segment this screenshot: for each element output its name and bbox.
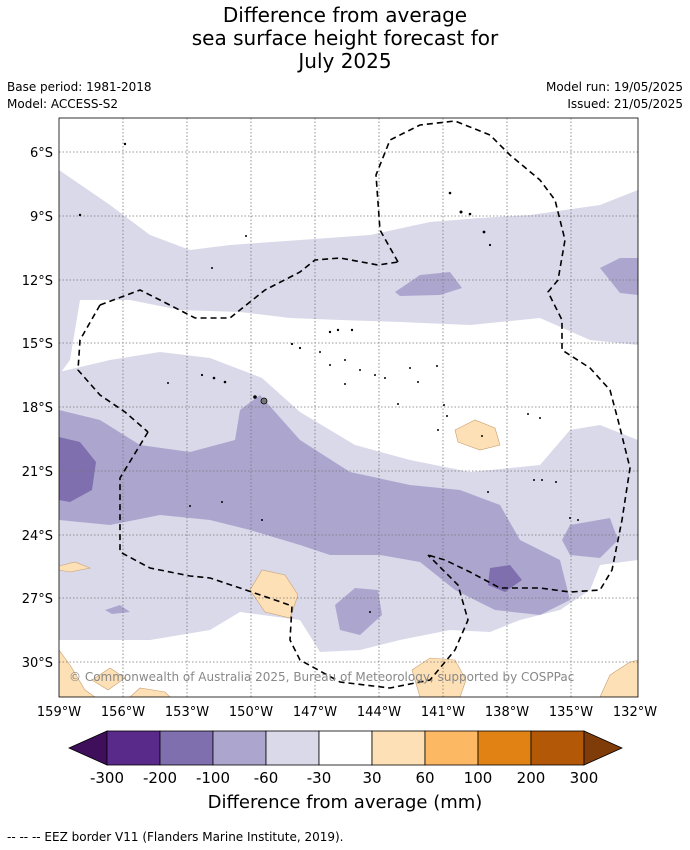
eez-border-west — [99, 257, 469, 689]
eez-footnote: -- -- -- EEZ border V11 (Flanders Marine… — [7, 830, 344, 844]
lon-label: 135°W — [549, 705, 593, 720]
anomaly-region-positive-8 — [91, 667, 126, 691]
colorbar-title: Difference from average (mm) — [207, 792, 483, 813]
anomaly-region-medium-small — [105, 605, 130, 614]
lat-label: 18°S — [22, 401, 53, 416]
lon-label: 153°W — [165, 705, 209, 720]
colorbar-swatch — [371, 730, 426, 766]
colorbar-swatch — [212, 730, 267, 766]
anomaly-region-medium-north — [395, 272, 462, 296]
colorbar-swatch — [530, 730, 585, 766]
eez-borders — [77, 120, 631, 689]
model-run: Model run: 19/05/2025 — [545, 80, 683, 94]
lon-label: 141°W — [421, 705, 465, 720]
colorbar-tick-label: -60 — [254, 769, 279, 787]
anomaly-region-positive-4 — [59, 649, 96, 697]
lon-label: 144°W — [357, 705, 401, 720]
issued-date: Issued: 21/05/2025 — [567, 97, 683, 111]
lat-label: 21°S — [22, 465, 53, 480]
model-name: Model: ACCESS-S2 — [7, 97, 119, 111]
lat-label: 9°S — [30, 210, 53, 225]
lon-label: 138°W — [485, 705, 529, 720]
lon-label: 132°W — [613, 705, 657, 720]
lon-label: 150°W — [229, 705, 273, 720]
colorbar-tick-label: 30 — [362, 769, 381, 787]
map-area: © Commonwealth of Australia 2025, Bureau… — [59, 118, 638, 697]
colorbar-tick-label: -300 — [90, 769, 124, 787]
anomaly-region-positive-5 — [599, 659, 638, 697]
base-period: Base period: 1981-2018 — [7, 80, 152, 94]
colorbar-tick-labels: -300 -200 -100 -60 -30 30 60 100 200 300 — [90, 769, 598, 787]
colorbar-tick-label: 60 — [415, 769, 434, 787]
lat-label: 15°S — [22, 337, 53, 352]
anomaly-region-positive-6 — [59, 561, 92, 573]
anomaly-region-positive-3 — [411, 657, 467, 697]
copyright-text: © Commonwealth of Australia 2025, Bureau… — [69, 670, 574, 684]
colorbar-swatch — [159, 730, 214, 766]
anomaly-region-dark-west — [59, 437, 96, 502]
lat-label: 30°S — [22, 656, 53, 671]
colorbar — [68, 730, 623, 766]
title-line-2: sea surface height forecast for — [191, 26, 499, 50]
colorbar-swatch — [106, 730, 161, 766]
anomaly-region-medium-east — [562, 518, 618, 558]
anomaly-region-positive-2 — [249, 569, 299, 619]
colorbar-swatch — [477, 730, 532, 766]
lon-label: 159°W — [37, 705, 81, 720]
anomaly-region-medium-sw — [335, 588, 382, 635]
base-info: Base period: 1981-2018 Model: ACCESS-S2 — [7, 79, 152, 113]
anomaly-region-light — [59, 170, 638, 375]
colorbar-extend-high — [583, 730, 623, 766]
colorbar-swatch — [318, 730, 373, 766]
longitude-labels: 159°W 156°W 153°W 150°W 147°W 144°W 141°… — [37, 705, 657, 720]
colorbar-tick-label: -200 — [143, 769, 177, 787]
eez-border-east — [375, 120, 631, 593]
title-line-1: Difference from average — [222, 3, 468, 27]
title-line-3: July 2025 — [298, 49, 392, 73]
anomaly-region-medium-ne — [600, 258, 638, 295]
lon-label: 147°W — [293, 705, 337, 720]
run-info: Model run: 19/05/2025 Issued: 21/05/2025 — [546, 79, 683, 113]
anomaly-region-positive-7 — [129, 687, 171, 697]
lat-label: 27°S — [22, 592, 53, 607]
colorbar-swatch — [424, 730, 479, 766]
lat-label: 12°S — [22, 274, 53, 289]
colorbar-extend-low — [68, 730, 108, 766]
colorbar-tick-label: -100 — [196, 769, 230, 787]
colorbar-swatch — [265, 730, 320, 766]
lat-label: 6°S — [30, 146, 53, 161]
colorbar-tick-label: -30 — [307, 769, 332, 787]
map-title: Difference from average sea surface heig… — [0, 4, 690, 73]
colorbar-tick-label: 100 — [464, 769, 493, 787]
eez-border-west-loop — [77, 304, 149, 433]
colorbar-tick-label: 300 — [570, 769, 599, 787]
colorbar-tick-label: 200 — [517, 769, 546, 787]
anomaly-region-positive-1 — [454, 419, 501, 451]
lon-label: 156°W — [101, 705, 145, 720]
lat-label: 24°S — [22, 529, 53, 544]
latitude-labels: 6°S 9°S 12°S 15°S 18°S 21°S 24°S 27°S 30… — [22, 146, 53, 671]
map-frame — [58, 117, 639, 698]
islands — [78, 142, 579, 613]
